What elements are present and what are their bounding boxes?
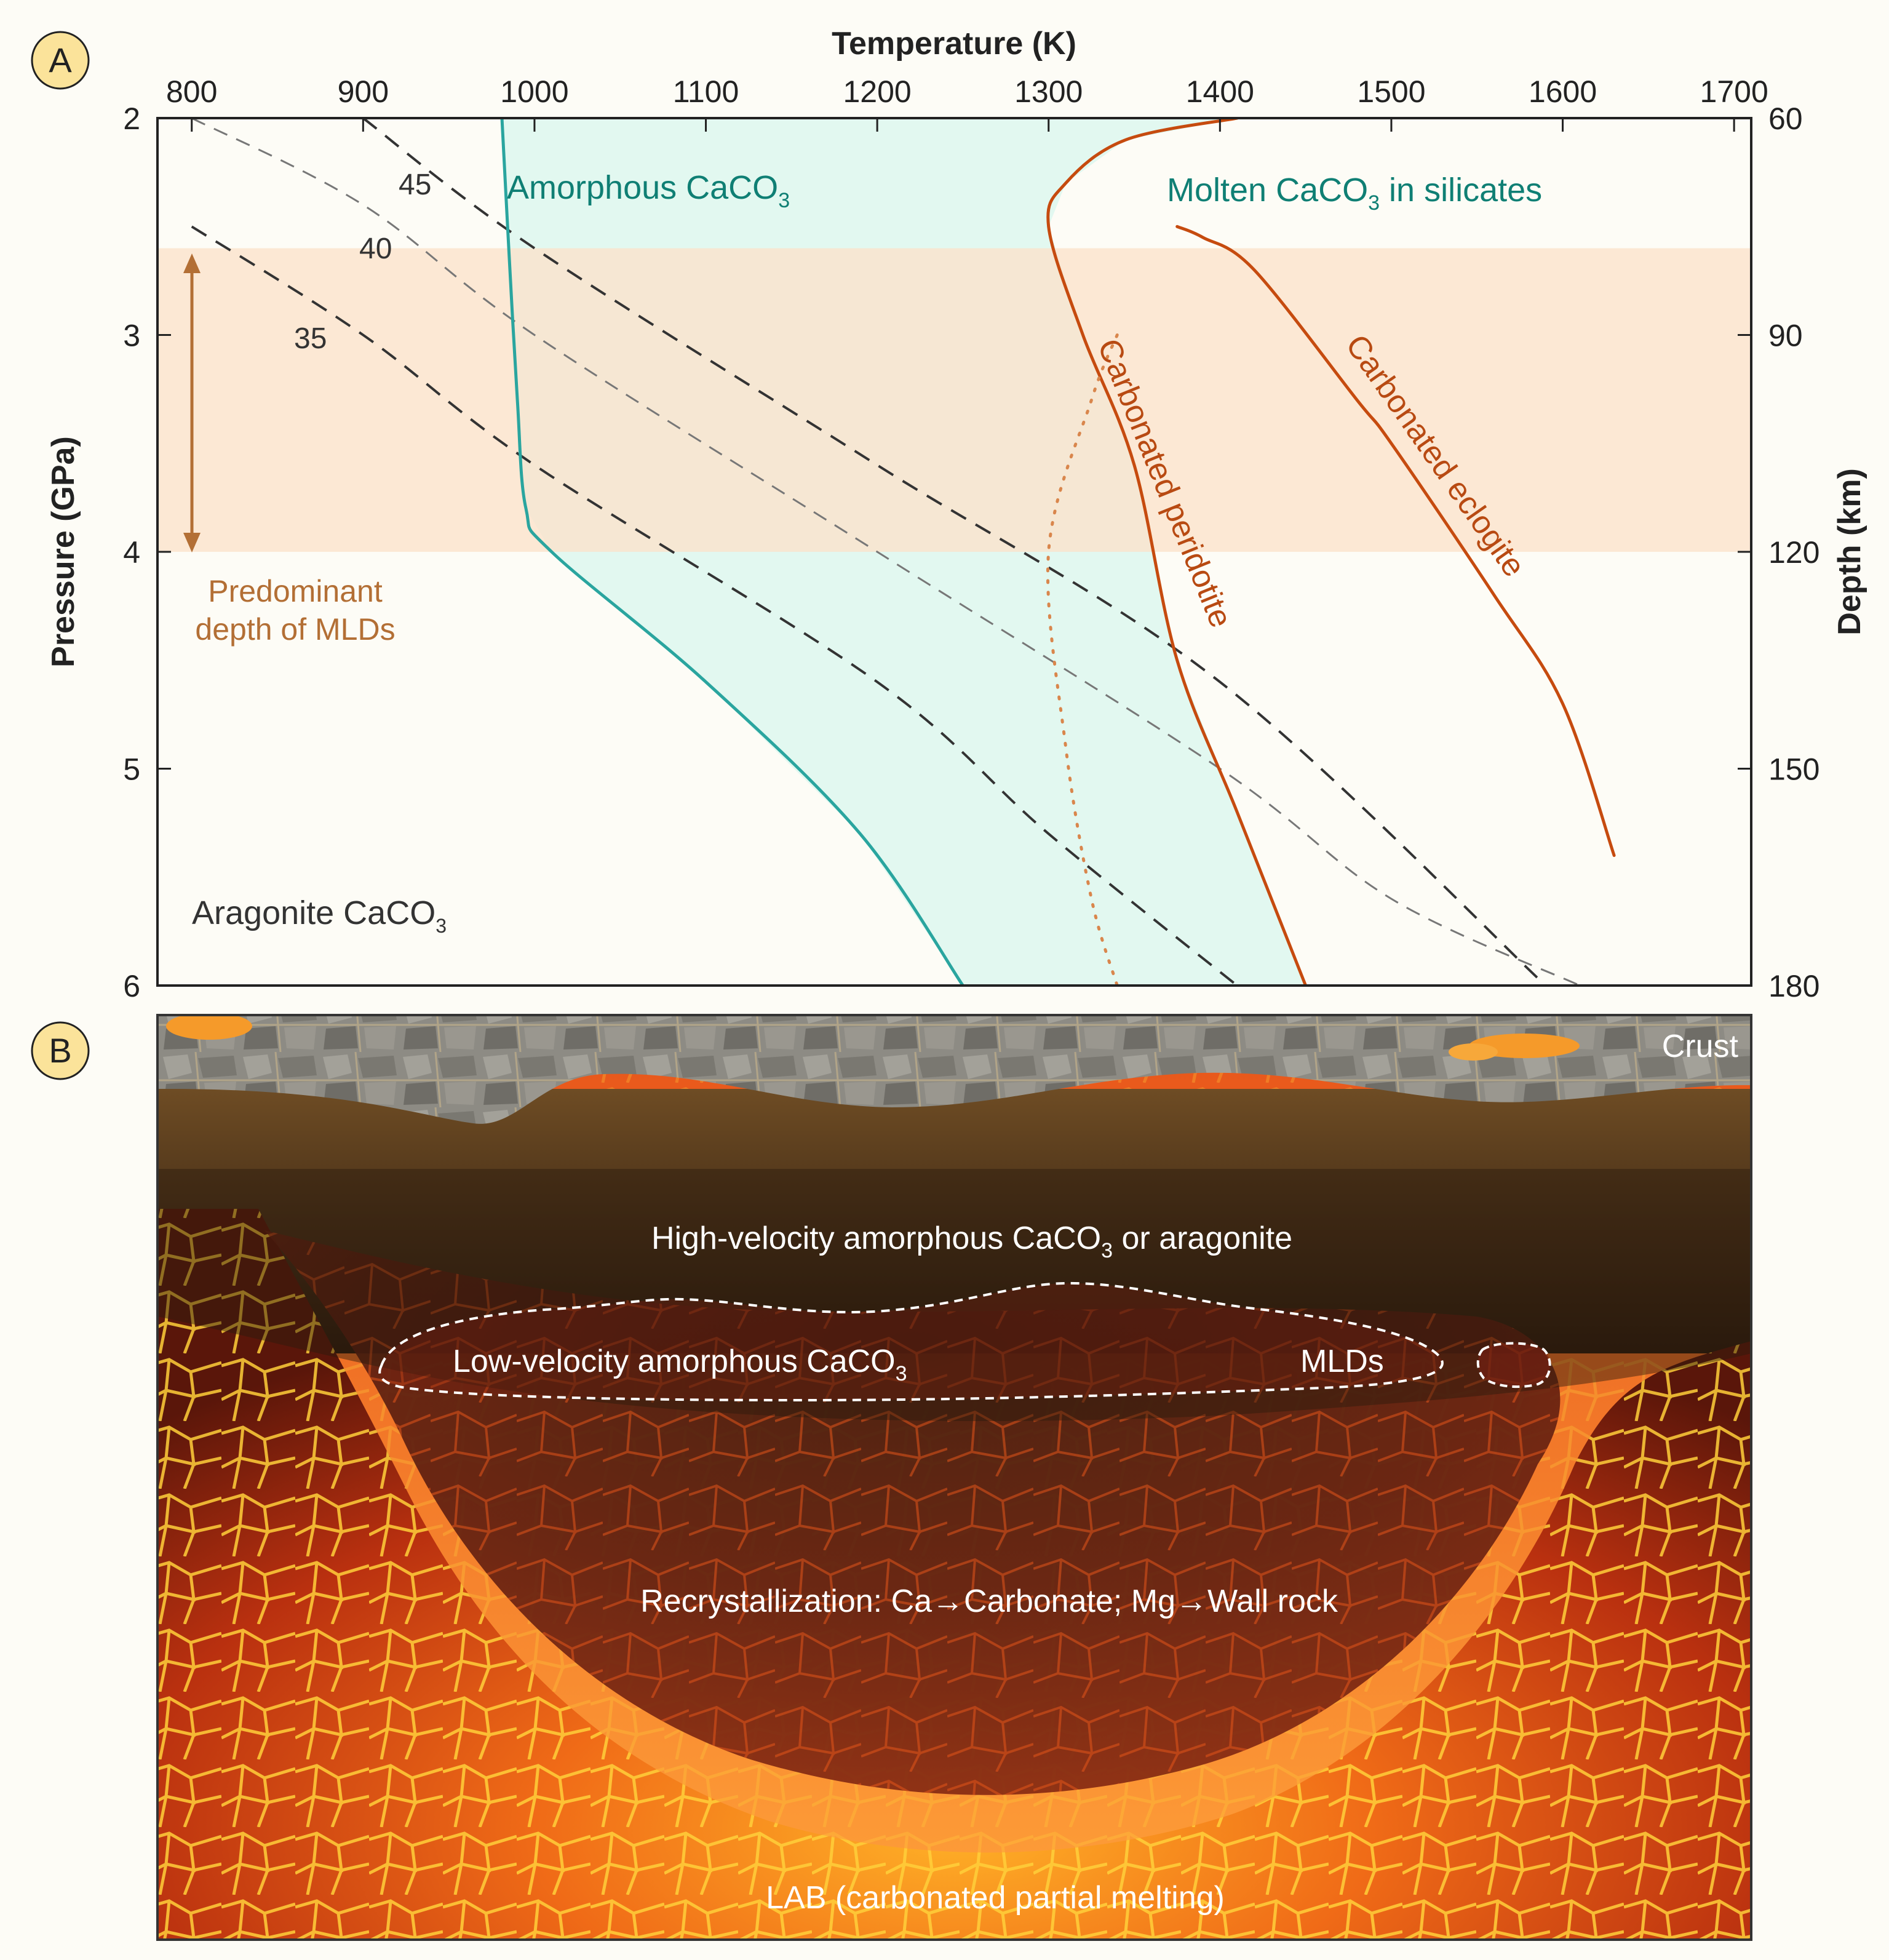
- x-axis-title: Temperature (K): [832, 26, 1076, 62]
- aragonite-label: Aragonite CaCO3: [192, 894, 447, 937]
- panel-b-frame: [156, 1014, 1752, 1941]
- phase-curves: [500, 118, 1616, 986]
- y-axis-right-title: Depth (km): [1832, 468, 1867, 635]
- y-tick-label-right: 150: [1768, 752, 1819, 787]
- y-tick-label-right: 60: [1768, 102, 1803, 136]
- mld-depth-band: [157, 248, 1751, 552]
- y-tick-label-left: 3: [123, 319, 140, 353]
- panel-b: B Crust High: [31, 1014, 1752, 1941]
- molten-label: Molten CaCO3 in silicates: [1167, 172, 1542, 215]
- y-tick-label-left: 6: [123, 969, 140, 1003]
- mld-label-line1: Predominant: [208, 574, 383, 608]
- lab-label: LAB (carbonated partial melting): [766, 1880, 1225, 1916]
- mld-lens-main: [378, 1281, 1444, 1402]
- isotherm-40: [191, 118, 1581, 986]
- mld-lens-small: [1476, 1342, 1551, 1388]
- amorphous-boundary-line: [500, 118, 964, 986]
- y-tick-label-right: 90: [1768, 319, 1803, 353]
- panel-a: A 800 900 1000 1100 1200 1300 1400 1500 1600 1700…: [31, 26, 1867, 1003]
- y-axis-right-ticks: 60 90 120 150 180: [1738, 102, 1819, 1003]
- y-tick-label-left: 5: [123, 752, 140, 787]
- low-velocity-label: Low-velocity amorphous CaCO3: [453, 1344, 907, 1385]
- y-tick-label-left: 4: [123, 535, 140, 570]
- recrystallization-label: Recrystallization: Ca→Carbonate; Mg→Wall…: [640, 1584, 1338, 1619]
- mlds-label: MLDs: [1300, 1344, 1384, 1379]
- y-axis-left-title: Pressure (GPa): [46, 436, 81, 667]
- x-tick-label: 1500: [1357, 74, 1425, 109]
- x-tick-label: 1700: [1700, 74, 1768, 109]
- x-tick-label: 800: [166, 74, 217, 109]
- mld-label-line2: depth of MLDs: [195, 612, 395, 647]
- y-axis-left-ticks: 2 3 4 5 6: [123, 102, 171, 1003]
- high-velocity-label: High-velocity amorphous CaCO3 or aragoni…: [651, 1221, 1292, 1262]
- molten-boundary-line: [1046, 118, 1308, 986]
- x-axis-ticks: 800 900 1000 1100 1200 1300 1400 1500 1600 1700: [166, 74, 1768, 132]
- cross-section-illustration: [157, 1015, 1751, 1940]
- isotherm-label-45: 45: [399, 169, 431, 201]
- amorphous-label: Amorphous CaCO3: [507, 169, 790, 212]
- svg-text:B: B: [49, 1031, 71, 1070]
- isotherms: [191, 118, 1581, 986]
- y-tick-label-left: 2: [123, 102, 140, 136]
- isotherm-label-35: 35: [294, 322, 327, 355]
- svg-text:A: A: [49, 41, 72, 79]
- x-tick-label: 1600: [1529, 74, 1597, 109]
- carbonated-peridotite-dotted-line: [1046, 333, 1119, 986]
- panel-b-badge: B: [31, 1021, 90, 1080]
- y-tick-label-right: 180: [1768, 969, 1819, 1003]
- x-tick-label: 1300: [1014, 74, 1083, 109]
- x-tick-label: 900: [338, 74, 389, 109]
- carbonated-eclogite-line: [1175, 225, 1616, 857]
- isotherm-45: [362, 118, 1547, 986]
- crust-label: Crust: [1662, 1029, 1739, 1064]
- x-tick-label: 1000: [500, 74, 568, 109]
- x-tick-label: 1100: [673, 74, 739, 109]
- isotherm-35: [191, 225, 1238, 986]
- y-tick-label-right: 120: [1768, 535, 1819, 570]
- x-tick-label: 1400: [1186, 74, 1254, 109]
- mld-depth-arrow: [183, 253, 201, 552]
- panel-a-badge: A: [31, 31, 90, 90]
- isotherm-label-40: 40: [359, 233, 392, 265]
- x-tick-label: 1200: [843, 74, 912, 109]
